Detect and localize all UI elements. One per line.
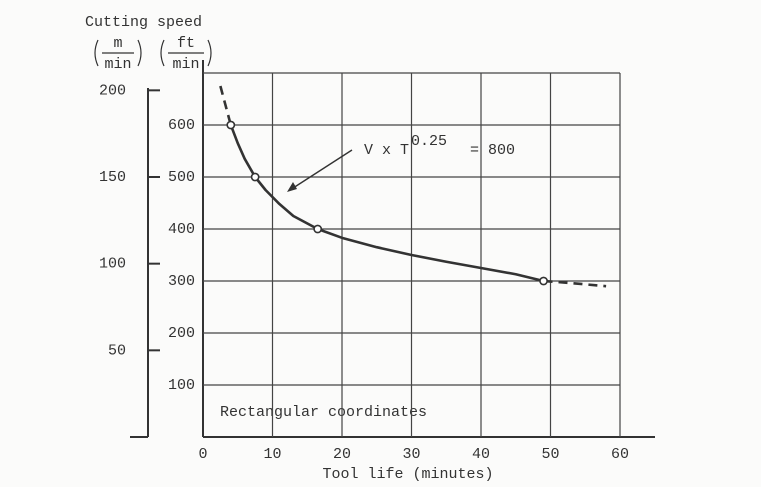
y-tick-label: 400 [168,221,195,238]
curve [543,279,607,288]
x-tick-label: 30 [402,446,420,463]
annotation-exponent: 0.25 [411,133,447,150]
y-tick-label: 600 [168,117,195,134]
y-label: Cutting speed [85,14,202,31]
point [313,224,323,234]
x-label: Tool life (minutes) [322,466,493,483]
y2-tick-label: 50 [108,342,126,359]
x-tick-label: 60 [611,446,629,463]
y2-tick-label: 150 [99,169,126,186]
x-tick-label: 20 [333,446,351,463]
y-tick-label: 100 [168,377,195,394]
y2-unit-den: min [104,56,131,73]
note: Rectangular coordinates [220,404,427,421]
y-unit-num: ft [177,35,195,52]
point [250,172,260,182]
point [539,276,548,286]
x-tick-label: 50 [541,446,559,463]
y-tick-label: 500 [168,169,195,186]
paren [94,39,142,67]
annotation: = 800 [470,142,515,159]
y2-tick-label: 100 [99,256,126,273]
y-tick-label: 200 [168,325,195,342]
x-tick-label: 40 [472,446,490,463]
x-tick-label: 10 [263,446,281,463]
y-unit-den: min [172,56,199,73]
paren [160,39,212,67]
x-tick-label: 0 [198,446,207,463]
curve [219,85,233,126]
y-tick-label: 300 [168,273,195,290]
arrow-head [287,182,297,192]
annotation-arrow [289,149,353,191]
annotation: V x T [364,142,409,159]
y2-unit-num: m [113,35,122,52]
y2-tick-label: 200 [99,82,126,99]
point [226,120,236,130]
